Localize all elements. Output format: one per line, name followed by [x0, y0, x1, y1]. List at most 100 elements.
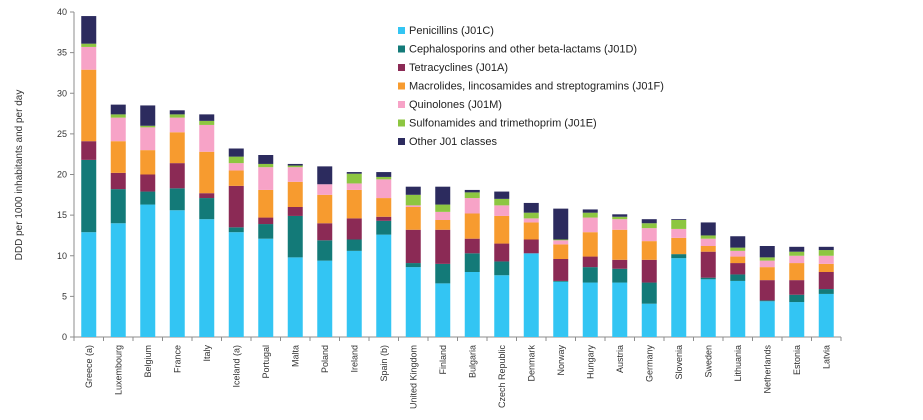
bar-segment [346, 239, 362, 251]
x-tick-label: Finland [438, 345, 448, 375]
bar-segment [818, 293, 834, 337]
y-tick-label: 25 [57, 129, 67, 139]
bar-segment [641, 223, 657, 229]
bar-segment [169, 132, 185, 164]
bar-segment [317, 166, 333, 185]
bar-segment [199, 114, 215, 121]
bar-segment [110, 141, 126, 173]
x-tick-label: France [172, 345, 182, 373]
bar-segment [700, 251, 716, 278]
bar-segment [730, 236, 746, 248]
bar-segment [818, 289, 834, 294]
bar-segment [405, 229, 421, 264]
legend-label: Tetracyclines (J01A) [409, 62, 508, 74]
bar-segment [199, 219, 215, 337]
y-tick-label: 5 [62, 291, 67, 301]
x-tick-label: Malta [290, 345, 300, 367]
bar-segment [494, 275, 510, 337]
bar-segment [612, 268, 628, 283]
bar-segment [435, 204, 451, 212]
bar-segment [789, 246, 805, 252]
x-tick-label: Austria [615, 345, 625, 373]
bar-segment [81, 69, 97, 142]
bar-segment [199, 151, 215, 194]
legend: Penicillins (J01C) Cephalosporins and oth… [398, 25, 664, 148]
bar-segment [110, 223, 126, 337]
legend-label: Penicillins (J01C) [409, 25, 494, 37]
bar-segment [258, 217, 274, 225]
x-tick-label: Norway [556, 345, 566, 376]
bar-segment [641, 219, 657, 224]
bar-segment [435, 220, 451, 230]
bar-segment [553, 280, 569, 282]
bar-segment [494, 243, 510, 262]
bar-segment [612, 259, 628, 269]
bar-segment [582, 217, 598, 233]
bar-segment [464, 192, 480, 199]
legend-swatch [398, 101, 405, 108]
bar-segment [228, 156, 244, 164]
bar-segment [789, 294, 805, 303]
bar-segment [641, 282, 657, 304]
x-tick-label: Ireland [349, 345, 359, 373]
bar-segment [789, 280, 805, 295]
bar-segment [346, 218, 362, 240]
bar-segment [582, 232, 598, 257]
bar-segment [287, 167, 303, 182]
bar-segment [346, 189, 362, 219]
bar-segment [435, 263, 451, 284]
bar-segment [759, 280, 775, 301]
bar-segment [700, 277, 716, 280]
bar-segment [110, 172, 126, 190]
bar-segment [405, 194, 421, 206]
bar-segment [641, 303, 657, 337]
x-tick-labels: Greece (a) Luxembourg Belgium France Italy Ic… [84, 345, 832, 410]
bar-segment [523, 222, 539, 240]
bar-segment [553, 240, 569, 245]
bar-segment [81, 141, 97, 160]
bar-segment [169, 110, 185, 115]
bar-segment [435, 229, 451, 264]
bar-segment [759, 267, 775, 281]
bar-segment [435, 283, 451, 337]
bar-segment [553, 281, 569, 337]
bar-segment [287, 257, 303, 337]
bar-segment [730, 274, 746, 281]
bar-segment [110, 189, 126, 224]
bar-segment [258, 238, 274, 337]
bar-segment [140, 174, 156, 192]
bar-segment [494, 198, 510, 206]
bar-segment [169, 114, 185, 118]
bar-segment [376, 216, 392, 221]
bar-segment [81, 43, 97, 47]
bars [81, 16, 834, 337]
x-tick-label: Estonia [792, 345, 802, 375]
bar-segment [818, 250, 834, 256]
bar-segment [641, 228, 657, 242]
bar-segment [671, 220, 687, 229]
bar-segment [140, 125, 156, 128]
bar-segment [228, 163, 244, 171]
bar-segment [199, 120, 215, 125]
bar-segment [258, 155, 274, 164]
bar-segment [789, 255, 805, 264]
bar-segment [346, 183, 362, 190]
x-tick-label: Bulgaria [467, 345, 477, 378]
bar-segment [140, 204, 156, 337]
bar-segment [523, 239, 539, 254]
bar-segment [759, 301, 775, 337]
bar-segment [612, 229, 628, 260]
bar-segment [759, 257, 775, 261]
bar-segment [759, 246, 775, 258]
bar-segment [287, 163, 303, 166]
bar-segment [494, 261, 510, 276]
bar-segment [759, 260, 775, 268]
bar-segment [405, 207, 421, 230]
x-tick-label: Spain (b) [379, 345, 389, 382]
bar-segment [759, 300, 775, 302]
legend-swatch [398, 119, 405, 127]
bar-segment [258, 163, 274, 168]
bar-segment [582, 267, 598, 283]
bar-segment [228, 148, 244, 157]
